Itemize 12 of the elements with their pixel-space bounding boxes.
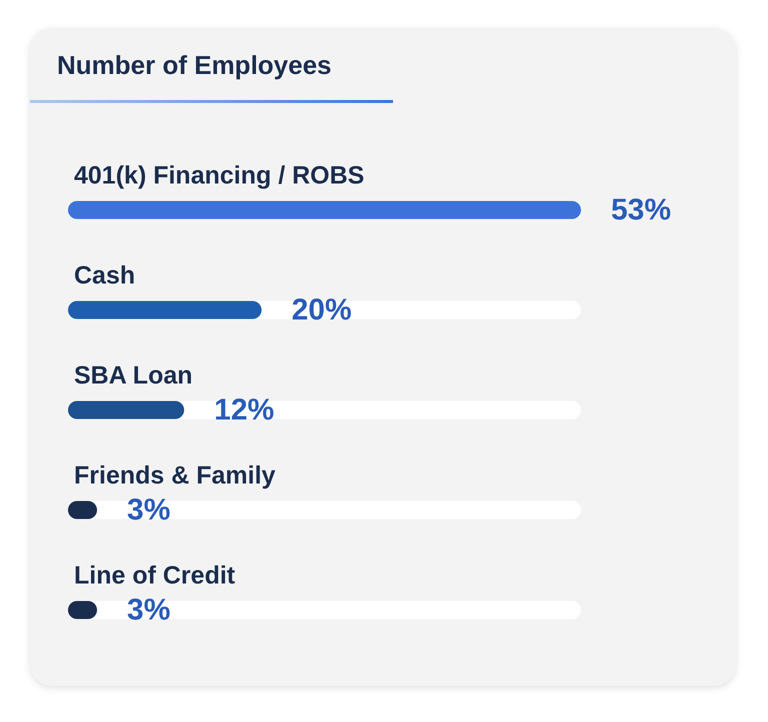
data-label: 12%: [214, 394, 274, 426]
y-tick-label: Friends & Family: [74, 462, 276, 490]
y-tick-label: SBA Loan: [74, 362, 193, 390]
data-label: 53%: [611, 194, 672, 226]
data-label: 20%: [292, 294, 352, 326]
data-label: 3%: [127, 494, 170, 526]
y-tick-label: Line of Credit: [74, 562, 236, 590]
chart-title: Number of Employees: [57, 50, 332, 81]
y-tick-label: 401(k) Financing / ROBS: [74, 162, 364, 190]
data-label: 3%: [127, 594, 170, 626]
y-tick-label: Cash: [74, 262, 136, 290]
bar: [68, 401, 184, 419]
